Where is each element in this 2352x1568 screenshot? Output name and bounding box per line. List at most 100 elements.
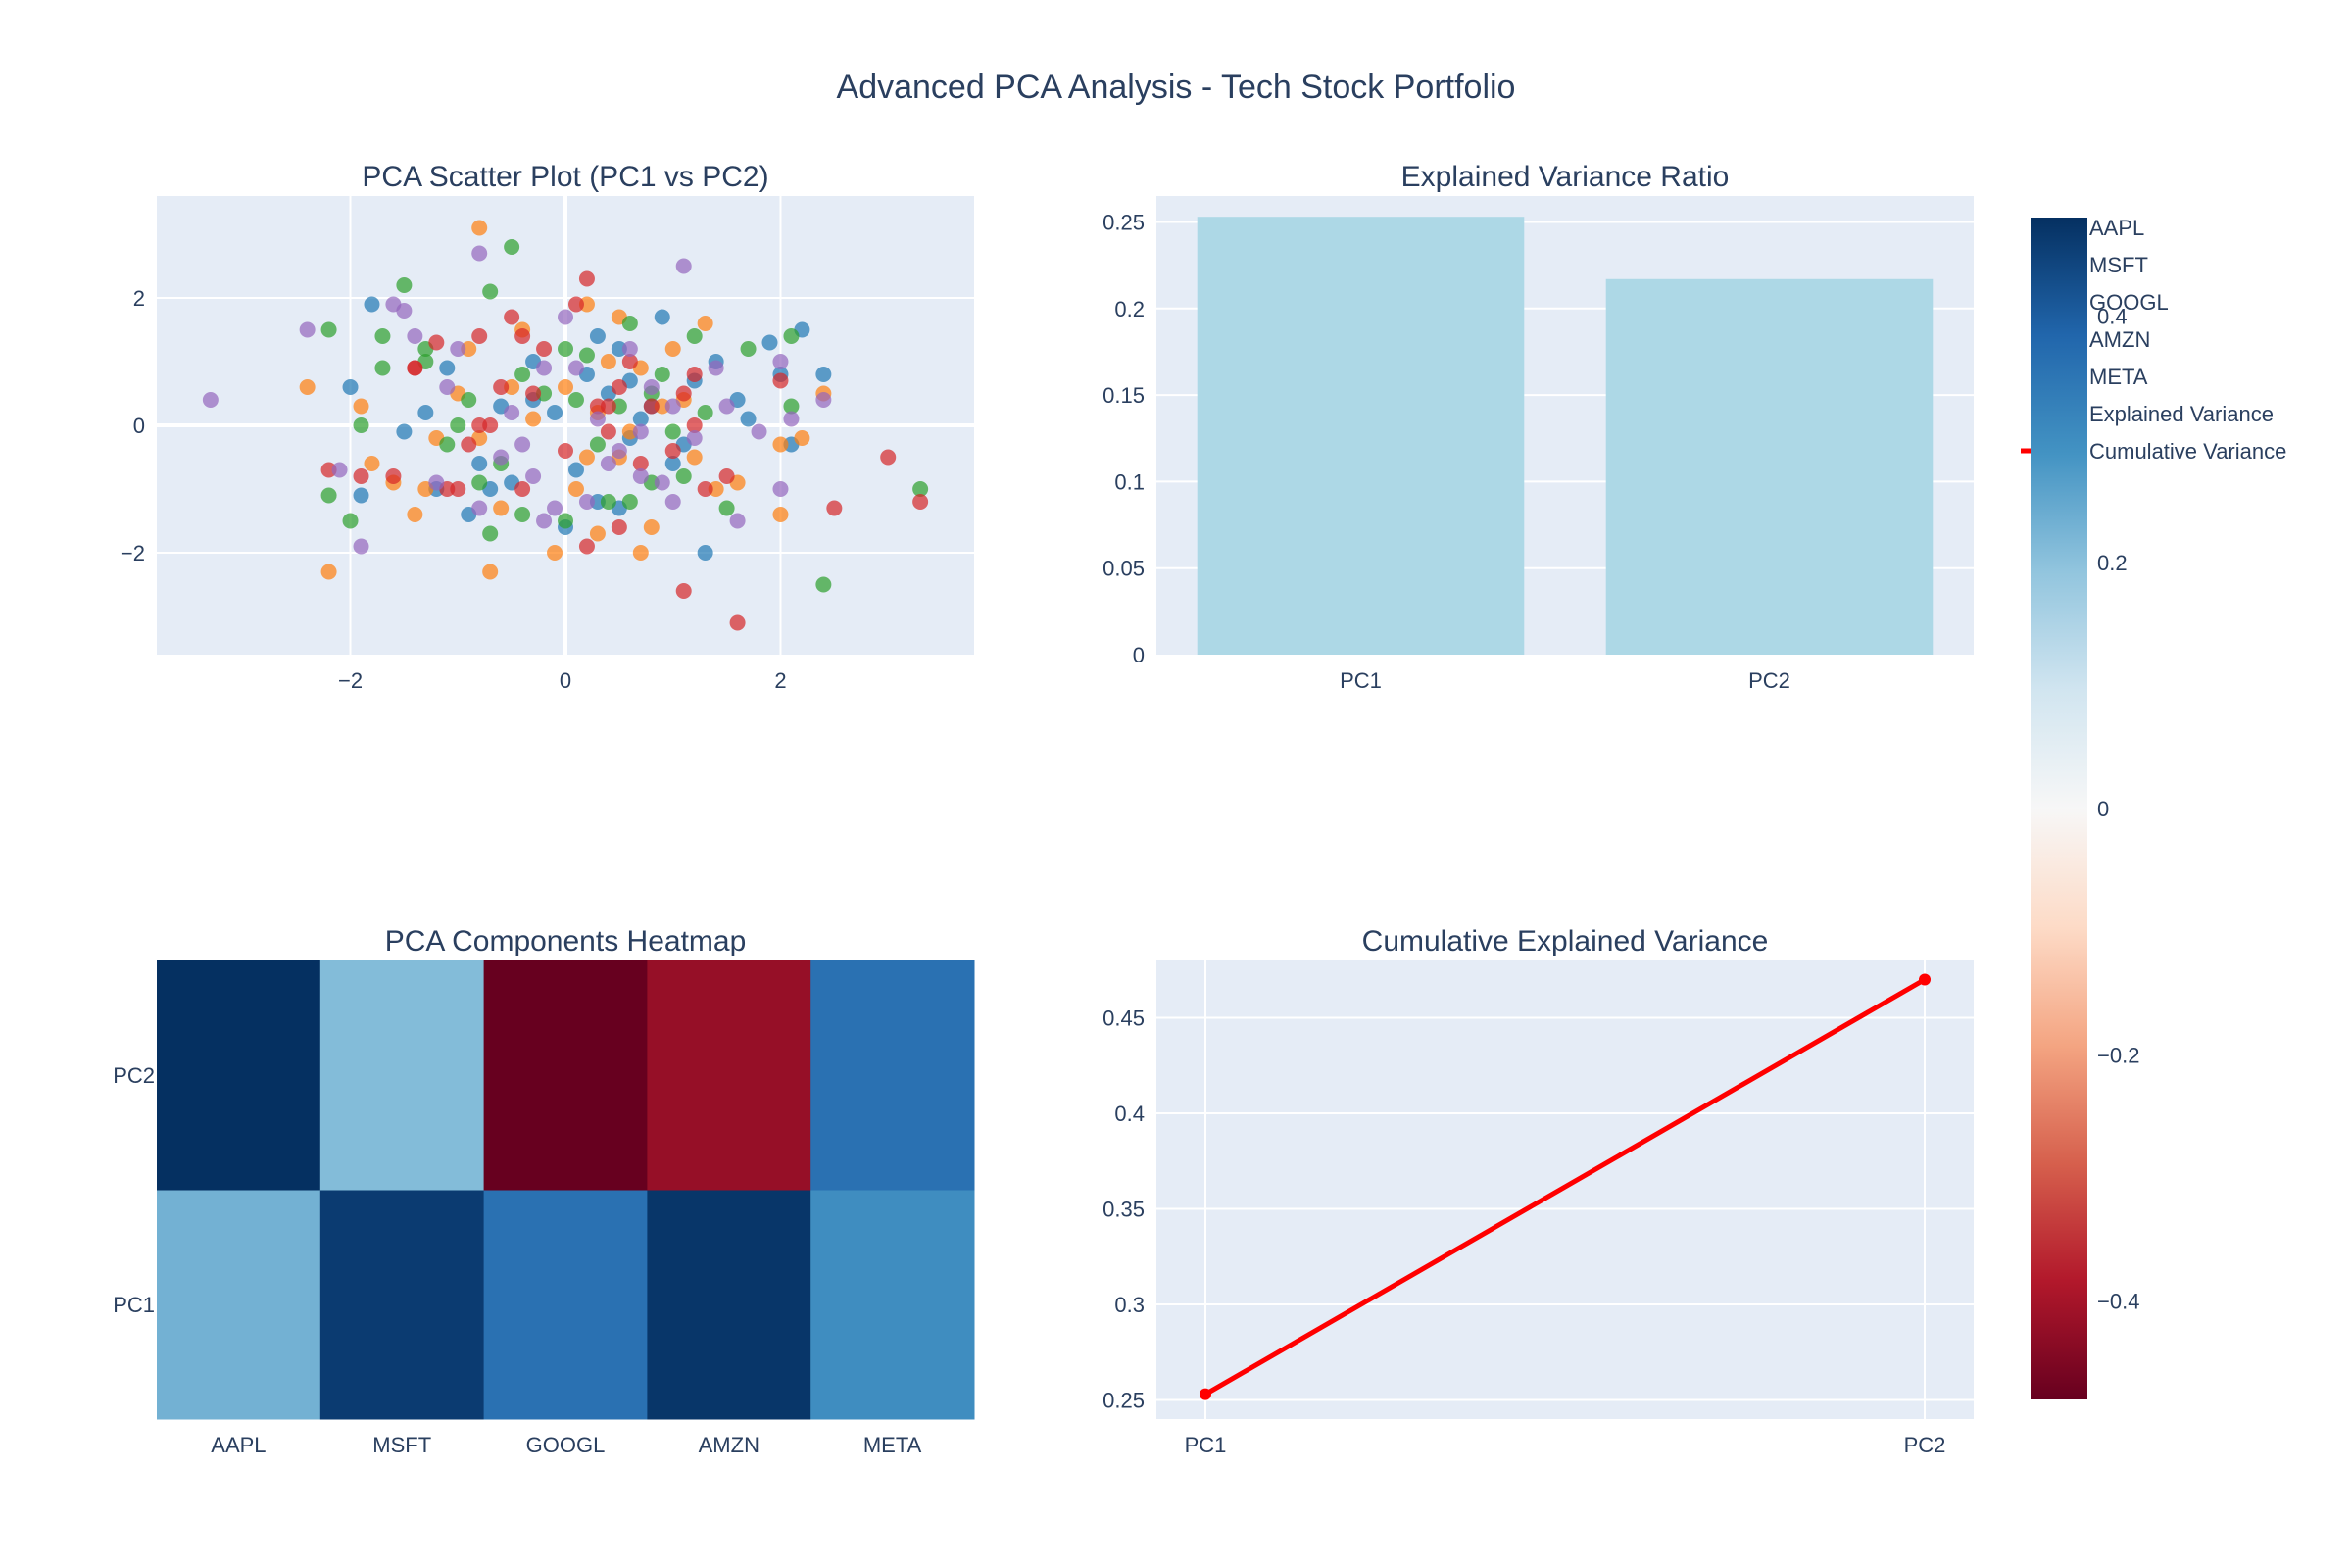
scatter-point-meta bbox=[632, 423, 649, 440]
scatter-point-amzn bbox=[611, 379, 627, 395]
line-panel: Cumulative Explained Variance PC1 PC2 0.25… bbox=[1102, 925, 1974, 1457]
scatter-point-meta bbox=[664, 494, 681, 510]
scatter-point-amzn bbox=[407, 360, 423, 376]
scatter-point-msft bbox=[772, 436, 789, 453]
scatter-point-meta bbox=[439, 379, 456, 395]
scatter-point-msft bbox=[643, 519, 660, 535]
heatmap-title: PCA Components Heatmap bbox=[385, 925, 747, 957]
scatter-point-googl bbox=[654, 367, 670, 382]
line-y-tick-label: 0.25 bbox=[1102, 1389, 1145, 1413]
scatter-point-aapl bbox=[353, 487, 369, 504]
bar-marks: PC1 PC2 bbox=[1197, 217, 1934, 693]
scatter-point-amzn bbox=[385, 468, 402, 484]
scatter-point-meta bbox=[471, 500, 488, 516]
scatter-point-amzn bbox=[675, 583, 692, 599]
scatter-point-msft bbox=[547, 545, 564, 561]
scatter-point-amzn bbox=[525, 385, 542, 402]
colorbar-tick-label: 0.4 bbox=[2097, 305, 2128, 329]
scatter-point-googl bbox=[621, 316, 638, 331]
scatter-point-amzn bbox=[664, 443, 681, 459]
scatter-point-amzn bbox=[880, 449, 897, 466]
scatter-point-googl bbox=[675, 468, 692, 484]
legend-item-label: Cumulative Variance bbox=[2089, 439, 2286, 464]
scatter-point-amzn bbox=[567, 296, 584, 313]
scatter-point-aapl bbox=[589, 328, 606, 344]
bar-pc1 bbox=[1197, 217, 1525, 656]
scatter-point-msft bbox=[504, 379, 520, 395]
scatter-point-meta bbox=[558, 309, 573, 325]
heatmap-x-tick-label: AAPL bbox=[211, 1433, 266, 1457]
scatter-point-aapl bbox=[654, 309, 670, 325]
scatter-title: PCA Scatter Plot (PC1 vs PC2) bbox=[362, 161, 768, 193]
scatter-point-meta bbox=[675, 258, 692, 274]
legend: AAPL MSFT GOOGL AMZN META Explained Variance C… bbox=[2021, 216, 2286, 464]
scatter-point-meta bbox=[202, 392, 219, 408]
scatter-point-msft bbox=[364, 456, 380, 471]
scatter-point-aapl bbox=[632, 411, 649, 427]
scatter-point-googl bbox=[621, 494, 638, 510]
bar-y-tick-label: 0.25 bbox=[1102, 210, 1145, 234]
scatter-point-meta bbox=[547, 500, 564, 516]
scatter-point-meta bbox=[815, 392, 832, 408]
scatter-point-meta bbox=[632, 468, 649, 484]
heatmap-cell-pc1-amzn bbox=[647, 1190, 811, 1420]
scatter-point-meta bbox=[718, 398, 735, 415]
scatter-point-aapl bbox=[439, 360, 456, 376]
scatter-point-googl bbox=[536, 385, 553, 402]
scatter-point-googl bbox=[611, 398, 627, 415]
scatter-point-amzn bbox=[578, 270, 595, 287]
scatter-point-googl bbox=[783, 398, 800, 415]
heatmap-cell-pc1-msft bbox=[319, 1190, 485, 1420]
scatter-point-googl bbox=[514, 367, 531, 382]
scatter-point-meta bbox=[729, 513, 746, 529]
bar-panel: Explained Variance Ratio 0 0.05 0.1 0.15 0.2… bbox=[1102, 161, 1974, 693]
scatter-point-meta bbox=[783, 411, 800, 427]
scatter-point-meta bbox=[353, 538, 369, 555]
scatter-point-amzn bbox=[536, 341, 553, 357]
line-y-tick-label: 0.35 bbox=[1102, 1198, 1145, 1222]
heatmap-cell-pc1-googl bbox=[483, 1190, 648, 1420]
scatter-point-msft bbox=[299, 379, 316, 395]
scatter-point-googl bbox=[320, 487, 337, 504]
bar-x-tick-label: PC2 bbox=[1748, 668, 1790, 693]
scatter-panel: PCA Scatter Plot (PC1 vs PC2) −2 0 2 −2 0 2 bbox=[121, 161, 974, 693]
scatter-point-msft bbox=[558, 379, 573, 395]
legend-item-label: MSFT bbox=[2089, 253, 2148, 277]
scatter-point-amzn bbox=[611, 519, 627, 535]
scatter-point-msft bbox=[525, 411, 542, 427]
line-y-tick-label: 0.45 bbox=[1102, 1006, 1145, 1031]
scatter-point-aapl bbox=[611, 341, 627, 357]
scatter-point-amzn bbox=[450, 481, 466, 497]
scatter-point-googl bbox=[578, 347, 595, 364]
scatter-point-googl bbox=[482, 525, 499, 542]
scatter-point-msft bbox=[471, 220, 488, 236]
scatter-point-googl bbox=[353, 417, 369, 433]
heatmap-cell-pc2-amzn bbox=[647, 960, 811, 1191]
heatmap-y-tick-label: PC2 bbox=[113, 1063, 155, 1088]
scatter-point-amzn bbox=[320, 462, 337, 478]
line-x-tick-label: PC1 bbox=[1185, 1433, 1227, 1457]
scatter-point-googl bbox=[439, 436, 456, 453]
heatmap-cell-pc1-aapl bbox=[157, 1190, 321, 1420]
scatter-point-meta bbox=[621, 341, 638, 357]
scatter-point-msft bbox=[482, 564, 499, 580]
scatter-point-meta bbox=[396, 303, 413, 318]
scatter-point-meta bbox=[751, 423, 767, 440]
scatter-y-tick-label: −2 bbox=[121, 541, 145, 565]
scatter-point-msft bbox=[697, 316, 713, 331]
bar-x-tick-label: PC1 bbox=[1340, 668, 1382, 693]
scatter-point-msft bbox=[320, 564, 337, 580]
scatter-point-msft bbox=[654, 398, 670, 415]
scatter-point-meta bbox=[567, 360, 584, 376]
scatter-point-amzn bbox=[589, 398, 606, 415]
scatter-point-msft bbox=[708, 481, 724, 497]
scatter-y-tick-label: 0 bbox=[133, 414, 145, 438]
scatter-point-googl bbox=[740, 341, 757, 357]
scatter-point-aapl bbox=[396, 423, 413, 440]
cumulative-variance-point-pc2 bbox=[1919, 973, 1931, 986]
line-y-tick-label: 0.3 bbox=[1114, 1293, 1145, 1317]
line-x-tick-label: PC2 bbox=[1904, 1433, 1946, 1457]
scatter-point-aapl bbox=[740, 411, 757, 427]
scatter-point-amzn bbox=[461, 436, 477, 453]
scatter-point-msft bbox=[632, 545, 649, 561]
